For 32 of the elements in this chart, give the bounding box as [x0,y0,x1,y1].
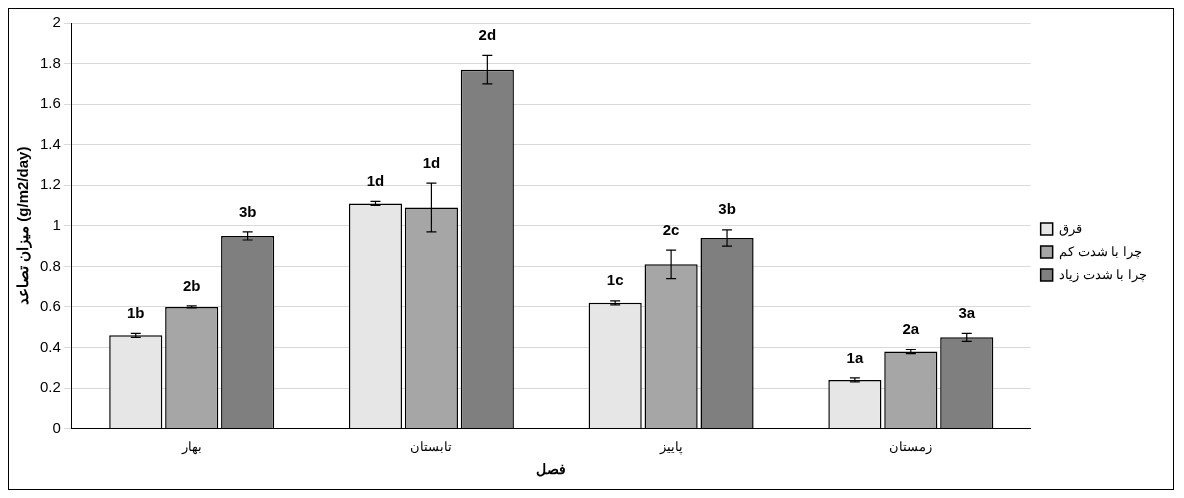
x-tick-label: پاییز [658,438,683,455]
y-tick-label: 1 [52,215,61,233]
y-tick-label: 0.4 [39,337,61,355]
x-tick-label: زمستان [889,438,933,455]
y-tick-label: 2 [52,13,61,31]
annotation: 3a [958,303,976,321]
annotation: 1c [606,271,624,289]
annotation: 1a [846,348,864,366]
legend-label: چرا با شدت کم [1059,243,1143,260]
legend-label: چرا با شدت زیاد [1059,266,1148,283]
y-tick-label: 1.8 [39,53,61,71]
x-tick-label: تابستان [410,438,453,454]
legend-label: قرق [1059,220,1083,237]
annotation: 2d [478,26,497,44]
y-tick-label: 0 [52,418,61,436]
annotation: 1b [127,303,145,321]
y-tick-label: 0.6 [39,297,61,315]
y-tick-label: 0.8 [39,256,61,274]
annotation: 2a [902,320,920,338]
annotation: 2b [182,276,201,294]
annotation: 2c [662,220,680,238]
annotation: 1d [366,172,385,190]
annotation: 3b [718,200,736,218]
annotation: 1d [422,153,441,171]
y-tick-label: 1.2 [39,175,61,193]
y-tick-label: 1.6 [39,94,61,112]
annotation: 3b [238,202,257,220]
y-tick-label: 1.4 [39,134,61,152]
x-axis-title: فصل [536,461,567,478]
y-tick-label: 0.2 [39,378,61,396]
y-axis-title: میزان تصاعد (g/m2/day) [14,146,33,305]
x-tick-label: بهار [180,438,202,455]
